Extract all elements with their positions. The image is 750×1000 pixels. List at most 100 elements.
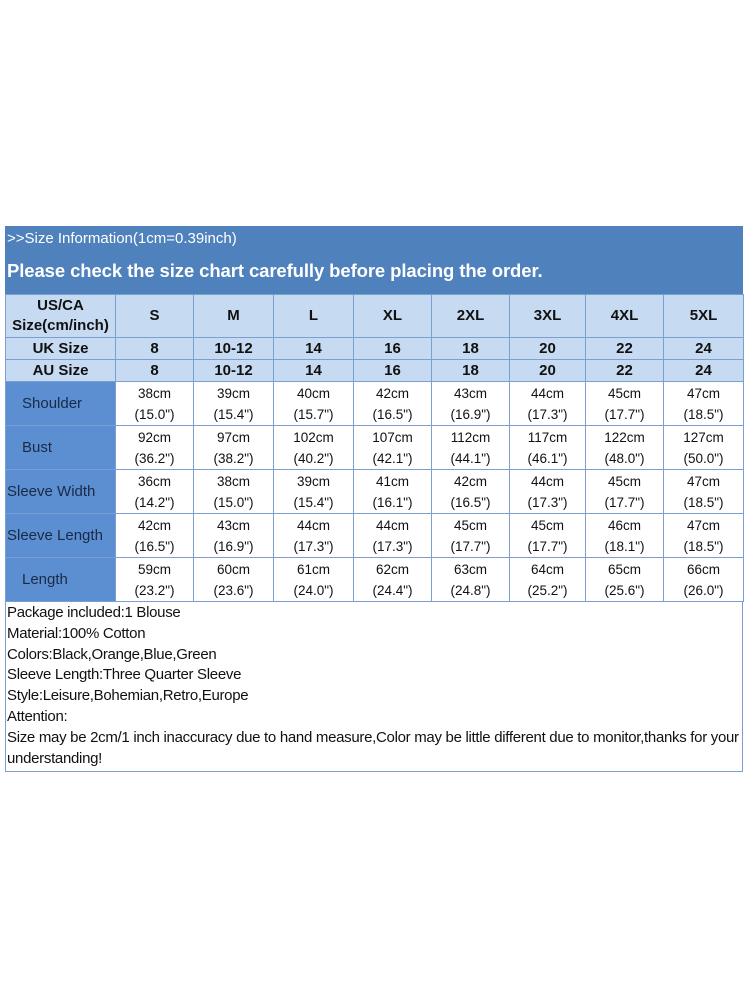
cm-value: 64cm <box>530 561 564 577</box>
measurement-cell: 117cm (46.1") <box>509 425 586 470</box>
inch-value: (38.2") <box>213 450 254 466</box>
measurement-label-text: Shoulder <box>22 395 83 412</box>
size-cell: 14 <box>273 337 354 360</box>
measurement-cell: 61cm (24.0") <box>273 557 354 602</box>
measurement-cell: 36cm (14.2") <box>115 469 194 514</box>
measurement-cell: 38cm (15.0") <box>115 381 194 426</box>
measurement-cell: 45cm (17.7") <box>585 469 664 514</box>
measurement-cell: 39cm (15.4") <box>273 469 354 514</box>
inch-value: (18.5") <box>683 538 724 554</box>
inch-value: (17.7") <box>604 494 645 510</box>
measurement-cell: 43cm (16.9") <box>431 381 510 426</box>
cm-value: 107cm <box>372 429 413 445</box>
measurement-cell: 45cm (17.7") <box>431 513 510 558</box>
size-cell: 5XL <box>663 294 744 338</box>
size-cell: 8 <box>115 337 194 360</box>
size-cell: L <box>273 294 354 338</box>
measurement-cell: 66cm (26.0") <box>663 557 744 602</box>
cm-value: 47cm <box>686 473 720 489</box>
cm-value: 117cm <box>527 429 568 445</box>
size-cell: 4XL <box>585 294 664 338</box>
cm-value: 63cm <box>453 561 487 577</box>
measurement-cell: 38cm (15.0") <box>193 469 274 514</box>
size-cell: 18 <box>431 359 510 382</box>
measurement-cell: 127cm (50.0") <box>663 425 744 470</box>
cm-value: 62cm <box>375 561 409 577</box>
inch-value: (26.0") <box>683 582 724 598</box>
size-cell: M <box>193 294 274 338</box>
measurement-cell: 64cm (25.2") <box>509 557 586 602</box>
cm-value: 39cm <box>296 473 330 489</box>
measurement-label-text: Length <box>22 571 68 588</box>
measurement-row: Sleeve Length 42cm (16.5") 43cm (16.9") 44cm (… <box>5 513 744 558</box>
cm-value: 47cm <box>686 385 720 401</box>
size-cell: 14 <box>273 359 354 382</box>
size-cell: S <box>115 294 194 338</box>
measurement-cell: 47cm (18.5") <box>663 513 744 558</box>
inch-value: (50.0") <box>683 450 724 466</box>
inch-value: (16.5") <box>372 406 413 422</box>
inch-value: (40.2") <box>293 450 334 466</box>
size-cell: 22 <box>585 337 664 360</box>
cm-value: 45cm <box>453 517 487 533</box>
measurement-cell: 42cm (16.5") <box>353 381 432 426</box>
measurement-label: Shoulder <box>5 381 116 426</box>
note-line: Style:Leisure,Bohemian,Retro,Europe <box>7 687 249 705</box>
cm-value: 45cm <box>607 473 641 489</box>
size-cell: 18 <box>431 337 510 360</box>
inch-value: (15.0") <box>134 406 175 422</box>
cm-value: 127cm <box>683 429 724 445</box>
measurement-cell: 42cm (16.5") <box>115 513 194 558</box>
inch-value: (15.7") <box>293 406 334 422</box>
measurement-cell: 102cm (40.2") <box>273 425 354 470</box>
note-line: Size may be 2cm/1 inch inaccuracy due to… <box>7 728 739 767</box>
inch-value: (16.5") <box>134 538 175 554</box>
measurement-label-text: Bust <box>22 439 53 456</box>
measurement-label-text: Sleeve Length <box>7 527 103 544</box>
cm-value: 42cm <box>453 473 487 489</box>
size-chart: >>Size Information(1cm=0.39inch) Please … <box>5 226 744 773</box>
inch-value: (16.1") <box>372 494 413 510</box>
row-label: US/CA Size(cm/inch) <box>5 294 116 338</box>
cm-value: 60cm <box>216 561 250 577</box>
measurement-cell: 62cm (24.4") <box>353 557 432 602</box>
note-line: Colors:Black,Orange,Blue,Green <box>7 645 217 663</box>
cm-value: 38cm <box>137 385 171 401</box>
inch-value: (16.5") <box>450 494 491 510</box>
size-cell: 16 <box>353 359 432 382</box>
cm-value: 112cm <box>450 429 491 445</box>
product-notes: Package included:1 Blouse Material:100% C… <box>5 602 743 773</box>
measurement-cell: 112cm (44.1") <box>431 425 510 470</box>
size-cell: 10-12 <box>193 359 274 382</box>
cm-value: 61cm <box>296 561 330 577</box>
inch-value: (18.1") <box>604 538 645 554</box>
size-cell: 3XL <box>509 294 586 338</box>
cm-value: 66cm <box>686 561 720 577</box>
note-line: Package included:1 Blouse <box>7 604 181 621</box>
row-label: AU Size <box>5 359 116 382</box>
size-cell: 24 <box>663 337 744 360</box>
measurement-cell: 44cm (17.3") <box>273 513 354 558</box>
cm-value: 42cm <box>137 517 171 533</box>
inch-value: (18.5") <box>683 494 724 510</box>
measurement-cell: 92cm (36.2") <box>115 425 194 470</box>
measurement-cell: 60cm (23.6") <box>193 557 274 602</box>
inch-value: (42.1") <box>372 450 413 466</box>
cm-value: 47cm <box>686 517 720 533</box>
measurement-cell: 46cm (18.1") <box>585 513 664 558</box>
cm-value: 38cm <box>216 473 250 489</box>
measurement-cell: 44cm (17.3") <box>509 469 586 514</box>
cm-value: 44cm <box>530 385 564 401</box>
size-cell: 24 <box>663 359 744 382</box>
inch-value: (25.2") <box>527 582 568 598</box>
measurement-cell: 107cm (42.1") <box>353 425 432 470</box>
inch-value: (36.2") <box>134 450 175 466</box>
size-cell: 8 <box>115 359 194 382</box>
cm-value: 42cm <box>375 385 409 401</box>
cm-value: 102cm <box>293 429 334 445</box>
cm-value: 40cm <box>296 385 330 401</box>
inch-value: (24.8") <box>450 582 491 598</box>
size-table: US/CA Size(cm/inch) S M L XL 2XL 3XL 4XL 5XL UK S… <box>5 294 744 602</box>
cm-value: 122cm <box>604 429 645 445</box>
inch-value: (17.7") <box>527 538 568 554</box>
